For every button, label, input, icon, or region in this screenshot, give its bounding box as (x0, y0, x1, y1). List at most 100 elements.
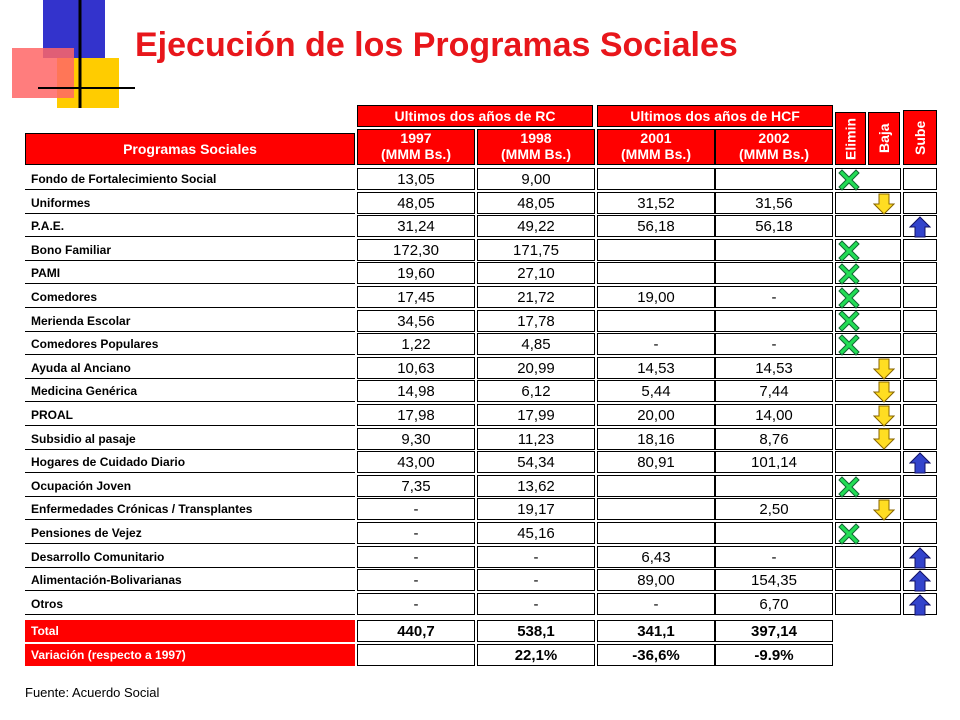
row-label: Uniformes (25, 191, 355, 214)
row-label: Comedores (25, 286, 355, 308)
value-cell (597, 522, 715, 544)
value-cell: 7,35 (357, 474, 475, 497)
decoration (12, 0, 135, 108)
value-cell: - (597, 592, 715, 615)
eliminate-icon (838, 476, 860, 498)
value-cell: 31,56 (715, 191, 833, 214)
value-cell (597, 168, 715, 190)
value-cell: 56,18 (597, 215, 715, 238)
value-cell: 17,45 (357, 286, 475, 308)
value-cell: 9,00 (477, 168, 595, 190)
value-cell: 6,70 (715, 592, 833, 615)
row-label: Alimentación-Bolivarianas (25, 569, 355, 592)
value-cell: 54,34 (477, 451, 595, 474)
column-header-unit: (MMM Bs.) (621, 146, 691, 162)
value-cell: 22,1% (477, 644, 595, 666)
column-header: 1998 (MMM Bs.) (477, 129, 595, 165)
value-cell: -36,6% (597, 644, 715, 666)
value-cell: 31,52 (597, 191, 715, 214)
value-cell: 17,78 (477, 309, 595, 332)
up-icon (909, 594, 931, 616)
eliminate-icon (838, 263, 860, 285)
value-cell: - (357, 498, 475, 521)
value-cell: 20,99 (477, 356, 595, 379)
value-cell: 19,60 (357, 262, 475, 285)
value-cell: - (715, 545, 833, 568)
action-cell (835, 592, 901, 615)
value-cell: 4,85 (477, 333, 595, 356)
value-cell (597, 309, 715, 332)
value-cell (715, 522, 833, 544)
value-cell: 45,16 (477, 522, 595, 544)
value-cell: 17,98 (357, 404, 475, 426)
action-header: Sube (903, 110, 937, 165)
value-cell: - (357, 569, 475, 592)
eliminate-icon (838, 310, 860, 332)
value-cell: 11,23 (477, 427, 595, 450)
value-cell: 1,22 (357, 333, 475, 356)
up-icon (909, 547, 931, 569)
value-cell: 80,91 (597, 451, 715, 474)
value-cell: 101,14 (715, 451, 833, 474)
row-label: PAMI (25, 262, 355, 285)
value-cell: 13,62 (477, 474, 595, 497)
value-cell (597, 474, 715, 497)
group-header: Ultimos dos años de HCF (597, 105, 833, 127)
value-cell: 2,50 (715, 498, 833, 521)
down-icon (873, 193, 895, 215)
value-cell: - (357, 592, 475, 615)
value-cell: - (597, 333, 715, 356)
column-header-year: 2002 (758, 130, 790, 146)
column-header-year: 2001 (640, 130, 672, 146)
group-header: Ultimos dos años de RC (357, 105, 593, 127)
value-cell: 56,18 (715, 215, 833, 238)
action-cell (835, 569, 901, 592)
action-cell (903, 522, 937, 544)
value-cell: 341,1 (597, 620, 715, 642)
value-cell: - (357, 545, 475, 568)
row-label: Pensiones de Vejez (25, 522, 355, 544)
value-cell: 8,76 (715, 427, 833, 450)
column-header: 2002 (MMM Bs.) (715, 129, 833, 165)
value-cell: 21,72 (477, 286, 595, 308)
value-cell: 7,44 (715, 380, 833, 403)
action-cell (903, 309, 937, 332)
value-cell (597, 238, 715, 261)
value-cell: 440,7 (357, 620, 475, 642)
row-label: Bono Familiar (25, 238, 355, 261)
row-label: Variación (respecto a 1997) (25, 644, 355, 666)
row-label: Comedores Populares (25, 333, 355, 356)
column-header-year: 1998 (520, 130, 552, 146)
action-header: Baja (868, 112, 900, 165)
column-header-unit: (MMM Bs.) (381, 146, 451, 162)
action-cell (835, 451, 901, 474)
action-cell (903, 356, 937, 379)
action-cell (903, 333, 937, 356)
value-cell: - (357, 522, 475, 544)
action-cell (903, 238, 937, 261)
action-header: Elimin (835, 112, 866, 165)
value-cell: 19,17 (477, 498, 595, 521)
value-cell: - (477, 569, 595, 592)
value-cell (715, 238, 833, 261)
value-cell: 171,75 (477, 238, 595, 261)
value-cell: 27,10 (477, 262, 595, 285)
value-cell (715, 474, 833, 497)
column-header: 2001 (MMM Bs.) (597, 129, 715, 165)
value-cell: - (477, 545, 595, 568)
column-header-unit: (MMM Bs.) (739, 146, 809, 162)
eliminate-icon (838, 334, 860, 356)
value-cell: 397,14 (715, 620, 833, 642)
eliminate-icon (838, 169, 860, 191)
value-cell (715, 168, 833, 190)
value-cell: 14,00 (715, 404, 833, 426)
value-cell: 10,63 (357, 356, 475, 379)
source: Fuente: Acuerdo Social (25, 685, 160, 700)
action-cell (835, 215, 901, 238)
down-icon (873, 405, 895, 427)
action-cell (903, 191, 937, 214)
action-cell (903, 404, 937, 426)
eliminate-icon (838, 287, 860, 309)
down-icon (873, 499, 895, 521)
